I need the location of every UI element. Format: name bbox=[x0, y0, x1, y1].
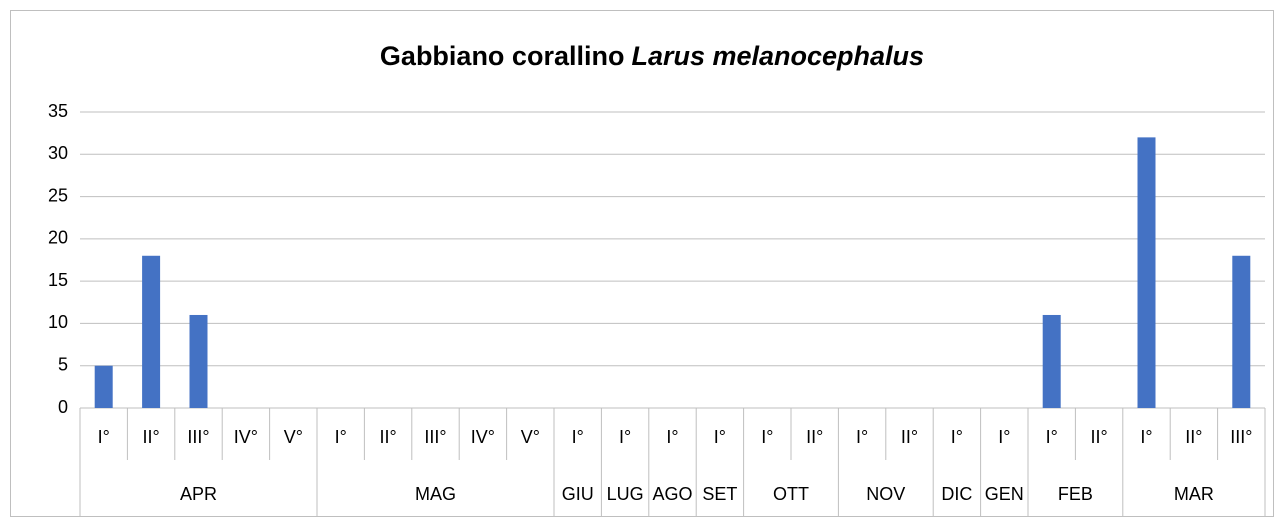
group-label: SET bbox=[702, 484, 737, 504]
x-tick-label: IV° bbox=[471, 427, 495, 447]
y-tick-label: 15 bbox=[48, 270, 68, 290]
y-tick-label: 25 bbox=[48, 185, 68, 205]
x-tick-label: III° bbox=[1230, 427, 1252, 447]
y-tick-label: 30 bbox=[48, 143, 68, 163]
x-tick-label: IV° bbox=[234, 427, 258, 447]
group-label: GIU bbox=[562, 484, 594, 504]
y-tick-label: 0 bbox=[58, 397, 68, 417]
x-tick-label: I° bbox=[1046, 427, 1058, 447]
x-tick-label: V° bbox=[521, 427, 540, 447]
y-tick-label: 10 bbox=[48, 312, 68, 332]
x-tick-label: I° bbox=[998, 427, 1010, 447]
group-label: NOV bbox=[866, 484, 905, 504]
x-tick-label: I° bbox=[98, 427, 110, 447]
chart-title: Gabbiano corallino Larus melanocephalus bbox=[380, 41, 924, 71]
x-tick-label: I° bbox=[951, 427, 963, 447]
bar bbox=[1137, 137, 1156, 408]
y-tick-label: 20 bbox=[48, 228, 68, 248]
y-tick-label: 5 bbox=[58, 354, 68, 374]
bar bbox=[1232, 255, 1251, 408]
x-tick-label: II° bbox=[1185, 427, 1202, 447]
group-label: GEN bbox=[985, 484, 1024, 504]
x-tick-label: II° bbox=[806, 427, 823, 447]
x-tick-label: II° bbox=[1090, 427, 1107, 447]
chart-border bbox=[10, 10, 1274, 517]
x-tick-label: I° bbox=[619, 427, 631, 447]
group-label: MAR bbox=[1174, 484, 1214, 504]
group-label: FEB bbox=[1058, 484, 1093, 504]
group-label: APR bbox=[180, 484, 217, 504]
x-tick-label: II° bbox=[901, 427, 918, 447]
x-tick-label: I° bbox=[335, 427, 347, 447]
x-tick-label: II° bbox=[142, 427, 159, 447]
x-tick-label: I° bbox=[666, 427, 678, 447]
bar bbox=[142, 255, 161, 408]
group-label: DIC bbox=[941, 484, 972, 504]
x-tick-label: I° bbox=[714, 427, 726, 447]
x-tick-label: II° bbox=[379, 427, 396, 447]
bar bbox=[189, 314, 208, 408]
x-tick-label: I° bbox=[761, 427, 773, 447]
bar bbox=[94, 365, 113, 408]
title-part: Gabbiano corallino bbox=[380, 41, 625, 71]
x-tick-label: I° bbox=[856, 427, 868, 447]
y-tick-label: 35 bbox=[48, 101, 68, 121]
x-tick-label: I° bbox=[572, 427, 584, 447]
group-label: OTT bbox=[773, 484, 809, 504]
bar bbox=[1042, 314, 1061, 408]
group-label: AGO bbox=[652, 484, 692, 504]
x-tick-label: V° bbox=[284, 427, 303, 447]
x-tick-label: I° bbox=[1140, 427, 1152, 447]
x-tick-label: III° bbox=[424, 427, 446, 447]
group-label: LUG bbox=[607, 484, 644, 504]
title-part: Larus melanocephalus bbox=[631, 41, 924, 71]
x-tick-label: III° bbox=[187, 427, 209, 447]
group-label: MAG bbox=[415, 484, 456, 504]
